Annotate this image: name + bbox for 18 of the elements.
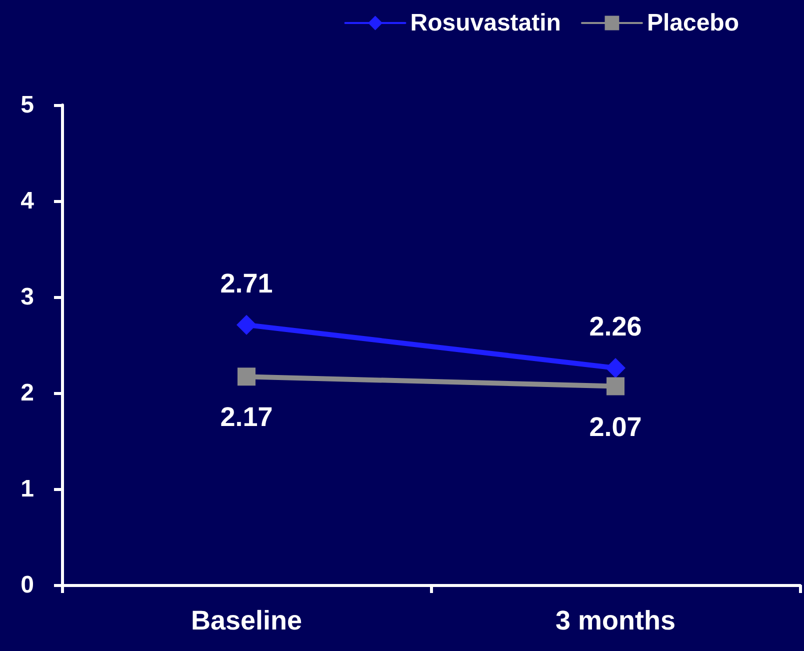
y-tick-label: 2 — [20, 380, 34, 406]
data-label: 2.26 — [589, 312, 642, 342]
y-tick-label: 3 — [20, 284, 34, 310]
data-label: 2.17 — [220, 402, 273, 432]
y-tick-label: 0 — [20, 572, 34, 598]
y-tick-label: 4 — [20, 188, 35, 214]
point — [236, 314, 256, 335]
legend-label: Rosuvastatin — [410, 10, 561, 36]
point — [238, 368, 256, 386]
y-tick-label: 5 — [20, 92, 34, 118]
x-tick-label: Baseline — [190, 606, 302, 636]
point — [606, 358, 626, 378]
y-tick-label: 1 — [20, 476, 34, 502]
data-label: 2.07 — [589, 412, 642, 442]
data-label: 2.71 — [220, 268, 273, 298]
x-tick-label: 3 months — [555, 606, 676, 636]
point — [606, 377, 624, 396]
legend-label: Placebo — [646, 10, 740, 36]
